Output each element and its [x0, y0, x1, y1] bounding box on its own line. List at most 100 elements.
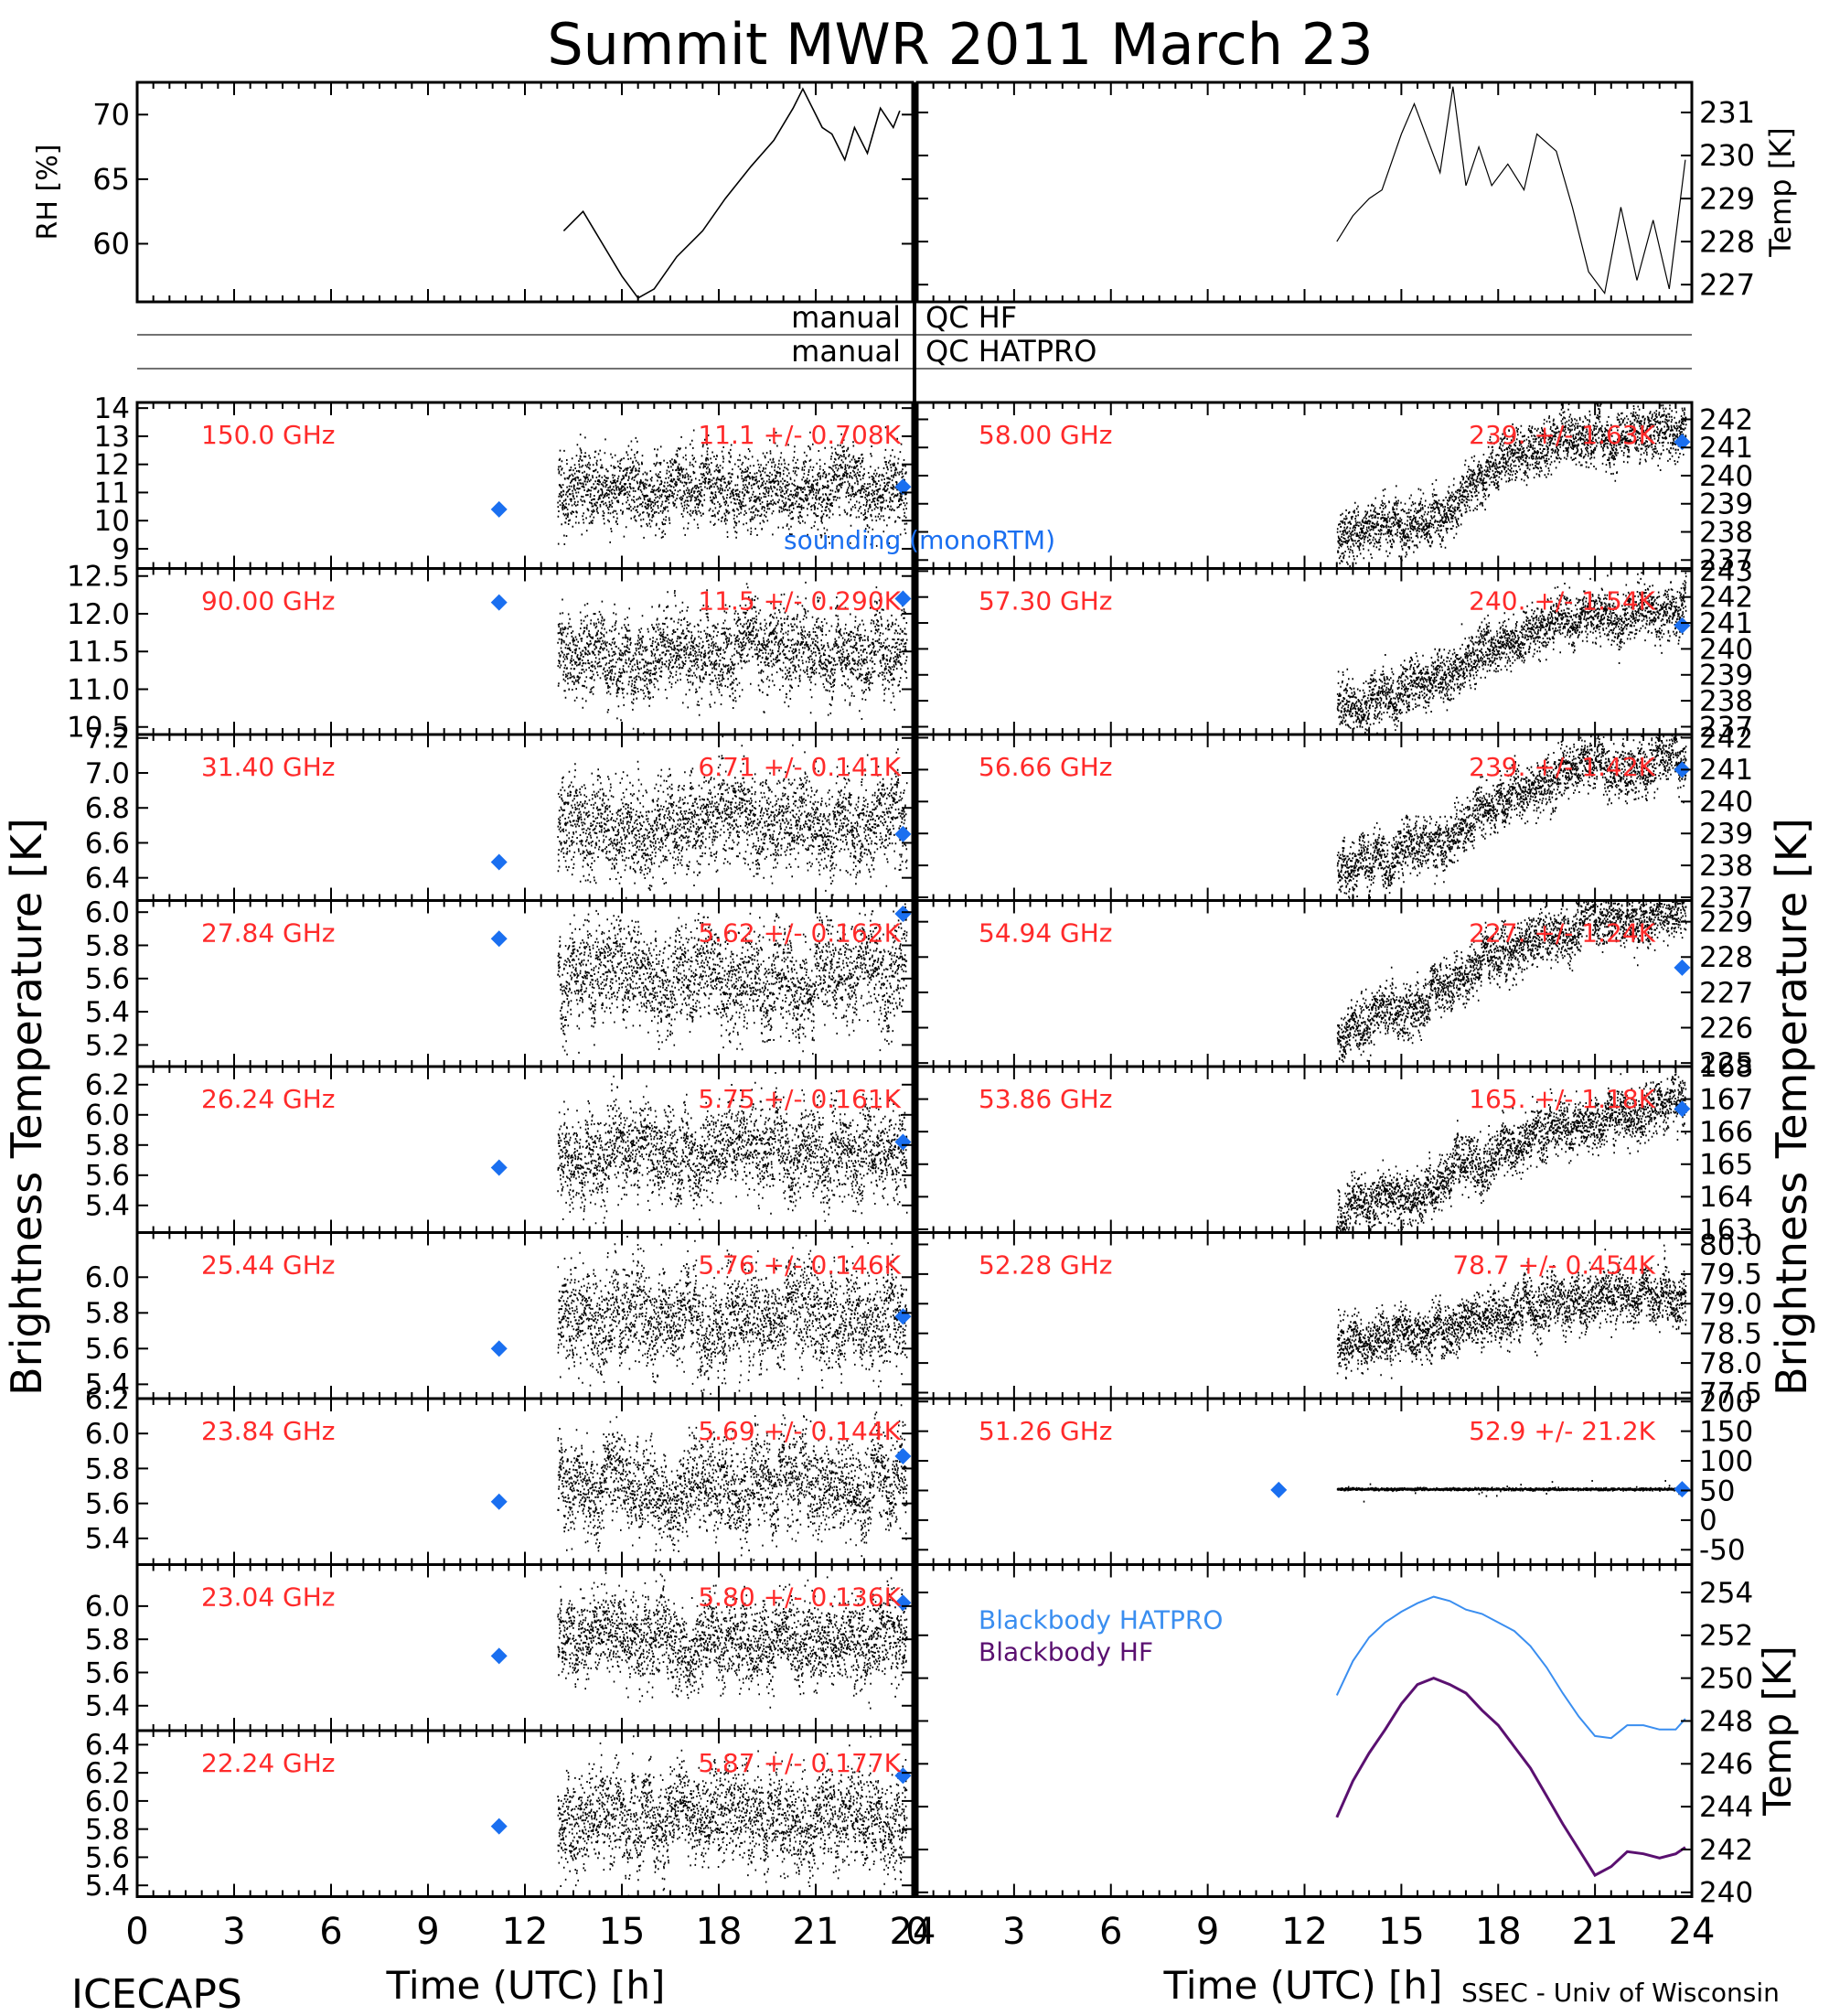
x-tick-label: 3 — [222, 1911, 245, 1953]
y-tick-label: 5.8 — [85, 1297, 130, 1330]
y-tick-label: 14 — [94, 392, 130, 425]
brightness-temp-series — [557, 1571, 908, 1710]
sounding-marker — [490, 1493, 508, 1510]
channel-frequency-label: 31.40 GHz — [201, 752, 336, 782]
channel-stat-label: 6.71 +/- 0.141K — [698, 752, 901, 782]
y-tick-label: 237 — [1699, 544, 1753, 577]
y-tick-label: 240 — [1699, 1877, 1753, 1910]
qc-row-left-label: manual — [791, 334, 901, 369]
axes-layer — [135, 80, 1694, 1898]
x-tick-label: 6 — [1099, 1911, 1122, 1953]
y-tick-label: 5.8 — [85, 1453, 130, 1485]
channel-stat-label: 165. +/- 1.18K — [1469, 1084, 1655, 1114]
y-tick-label: 228 — [1699, 224, 1755, 259]
brightness-temp-series — [1336, 572, 1687, 735]
sounding-marker — [490, 1159, 508, 1176]
y-tick-label: 242 — [1699, 1834, 1753, 1867]
channel-stat-label: 239. +/- 1.63K — [1469, 420, 1655, 450]
y-tick-label: 167 — [1699, 1083, 1753, 1116]
y-tick-label: 241 — [1699, 607, 1753, 640]
y-tick-label: 6.6 — [85, 827, 130, 860]
channel-stat-label: 52.9 +/- 21.2K — [1469, 1416, 1655, 1446]
channel-stat-label: 5.87 +/- 0.177K — [698, 1748, 901, 1778]
rh-series-line — [562, 87, 901, 299]
y-tick-label: 246 — [1699, 1748, 1753, 1781]
brightness-temp-series — [557, 581, 908, 735]
y-tick-label: 248 — [1699, 1705, 1753, 1738]
x-tick-label: 15 — [1378, 1911, 1425, 1953]
channel-frequency-label: 25.44 GHz — [201, 1250, 336, 1281]
y-tick-label: 227 — [1699, 977, 1753, 1010]
y-tick-label: 240 — [1699, 460, 1753, 493]
footer-left-label: ICECAPS — [71, 1971, 242, 2012]
y-tick-label: 5.6 — [85, 1333, 130, 1366]
x-tick-label: 24 — [890, 1911, 936, 1953]
y-tick-label: 239 — [1699, 659, 1753, 692]
y-tick-label: 5.6 — [85, 1160, 130, 1193]
channel-frequency-label: 58.00 GHz — [979, 420, 1113, 450]
y-tick-label: 242 — [1699, 722, 1753, 755]
y-tick-label: 77.5 — [1699, 1377, 1762, 1410]
sounding-marker — [490, 853, 508, 871]
sounding-marker — [1674, 1100, 1691, 1118]
y-tick-label: 5.6 — [85, 1841, 130, 1874]
y-tick-label: -50 — [1699, 1534, 1746, 1567]
sounding-marker — [894, 1448, 912, 1465]
y-tick-label: 5.4 — [85, 1190, 130, 1223]
y-tick-label: 254 — [1699, 1577, 1753, 1610]
y-tick-label: 78.5 — [1699, 1318, 1762, 1351]
legend-blackbody-hatpro: Blackbody HATPRO — [979, 1605, 1223, 1635]
y-tick-label: 10 — [94, 505, 130, 538]
y-tick-label: 237 — [1699, 882, 1753, 915]
y-tick-label: 79.5 — [1699, 1259, 1762, 1292]
y-tick-label: 11 — [94, 477, 130, 509]
rh-axis-label: RH [%] — [32, 145, 64, 241]
y-tick-label: 230 — [1699, 138, 1755, 173]
channel-stat-label: 11.5 +/- 0.290K — [698, 586, 901, 617]
y-tick-label: 229 — [1699, 906, 1753, 939]
y-tick-label: 79.0 — [1699, 1288, 1762, 1321]
y-tick-label: 242 — [1699, 403, 1753, 436]
y-tick-label: 241 — [1699, 754, 1753, 787]
y-tick-label: 240 — [1699, 633, 1753, 666]
blackbody-temp-axis-label: Temp [K] — [1755, 1646, 1800, 1817]
channel-frequency-label: 51.26 GHz — [979, 1416, 1113, 1446]
y-tick-label: 6.4 — [85, 1729, 130, 1762]
y-tick-label: 229 — [1699, 181, 1755, 216]
y-tick-label: 9 — [112, 533, 130, 566]
channel-frequency-label: 57.30 GHz — [979, 586, 1113, 617]
channel-frequency-label: 23.04 GHz — [201, 1582, 336, 1613]
y-tick-label: 5.4 — [85, 1870, 130, 1903]
brightness-temp-series — [557, 1066, 908, 1234]
y-tick-label: 10.5 — [67, 712, 130, 745]
y-tick-label: 5.8 — [85, 1814, 130, 1847]
brightness-temp-series — [557, 426, 908, 547]
y-tick-label: 238 — [1699, 516, 1753, 549]
x-axis-label-left: Time (UTC) [h] — [386, 1963, 666, 2008]
x-tick-label: 9 — [1196, 1911, 1219, 1953]
y-tick-label: 70 — [92, 97, 130, 132]
channel-stat-label: 5.76 +/- 0.146K — [698, 1250, 901, 1281]
brightness-temp-series — [557, 1403, 908, 1564]
sounding-marker — [894, 906, 912, 923]
y-tick-label: 240 — [1699, 786, 1753, 819]
y-tick-label: 238 — [1699, 685, 1753, 718]
sounding-marker — [490, 500, 508, 518]
y-tick-label: 239 — [1699, 488, 1753, 521]
sounding-marker — [894, 590, 912, 607]
x-tick-label: 21 — [793, 1911, 840, 1953]
sounding-marker — [894, 478, 912, 496]
sounding-marker — [894, 825, 912, 842]
brightness-temp-series — [557, 1231, 908, 1399]
y-tick-label: 6.8 — [85, 792, 130, 825]
y-tick-label: 5.8 — [85, 1624, 130, 1657]
channel-frequency-label: 53.86 GHz — [979, 1084, 1113, 1114]
qc-row-left-label: manual — [791, 300, 901, 335]
y-tick-label: 5.8 — [85, 929, 130, 962]
y-tick-label: 242 — [1699, 582, 1753, 615]
y-tick-label: 5.2 — [85, 1029, 130, 1062]
y-tick-label: 6.2 — [85, 1383, 130, 1416]
x-tick-label: 21 — [1572, 1911, 1619, 1953]
